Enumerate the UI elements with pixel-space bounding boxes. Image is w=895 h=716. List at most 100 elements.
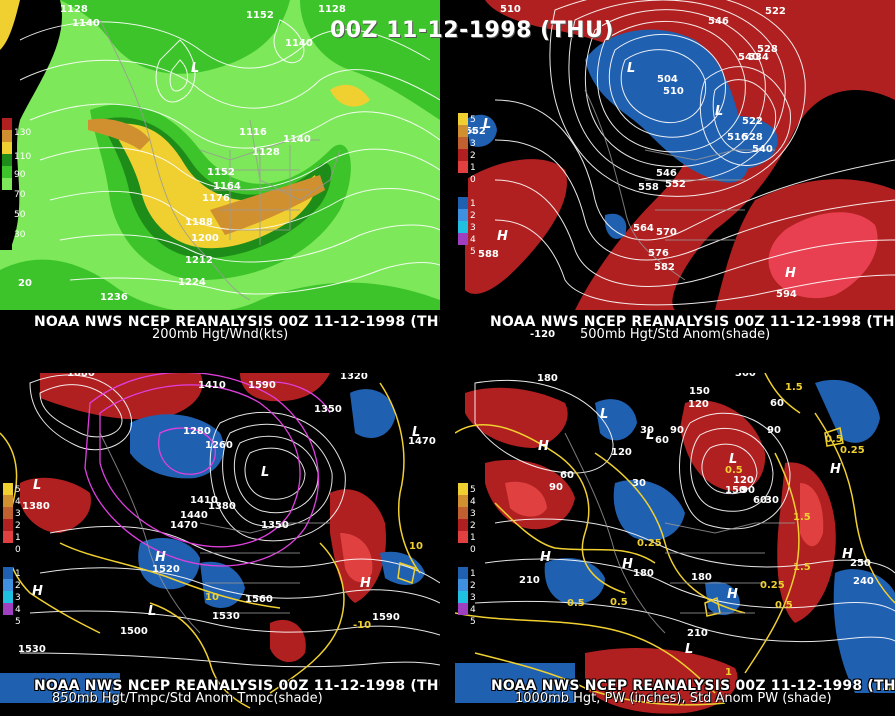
svg-text:558: 558: [638, 182, 659, 193]
svg-text:1128: 1128: [252, 147, 280, 158]
svg-text:1176: 1176: [202, 193, 230, 204]
svg-text:504: 504: [657, 74, 678, 85]
svg-text:0.25: 0.25: [637, 538, 662, 549]
legend-label: 5: [470, 247, 476, 257]
svg-text:20: 20: [18, 278, 32, 289]
svg-text:210: 210: [687, 628, 708, 639]
svg-text:1470: 1470: [170, 520, 198, 531]
svg-text:0.5: 0.5: [567, 598, 585, 609]
legend-label: 1: [470, 533, 476, 543]
svg-text:60: 60: [770, 398, 784, 409]
svg-text:H: H: [497, 229, 508, 244]
svg-text:90: 90: [741, 485, 755, 496]
legend-label: 70: [14, 190, 26, 200]
svg-text:L: L: [600, 407, 608, 422]
svg-text:1350: 1350: [261, 520, 289, 531]
svg-text:576: 576: [648, 248, 669, 259]
svg-text:-120: -120: [530, 329, 555, 340]
legend-wind: [2, 118, 12, 250]
svg-text:H: H: [727, 587, 738, 602]
svg-text:240: 240: [853, 576, 874, 587]
svg-text:60: 60: [753, 495, 767, 506]
svg-text:250: 250: [850, 558, 871, 569]
svg-text:H: H: [622, 557, 633, 572]
svg-text:1152: 1152: [246, 10, 274, 21]
svg-text:546: 546: [708, 16, 729, 27]
legend-label: 5: [15, 617, 21, 627]
svg-text:528: 528: [757, 44, 778, 55]
svg-text:H: H: [538, 439, 549, 454]
legend-label: 4: [470, 605, 476, 615]
panel-field-title: 1000mb Hgt, PW (inches), Std Anom PW (sh…: [515, 691, 832, 706]
svg-text:H: H: [155, 550, 166, 565]
svg-text:516: 516: [727, 132, 748, 143]
svg-text:594: 594: [776, 289, 797, 300]
svg-text:1128: 1128: [60, 4, 88, 15]
svg-text:1140: 1140: [283, 134, 311, 145]
legend-label: 2: [15, 581, 21, 591]
svg-text:510: 510: [500, 4, 521, 15]
legend-label: 5: [470, 115, 476, 125]
svg-text:510: 510: [663, 86, 684, 97]
svg-text:-10: -10: [353, 620, 371, 631]
legend-label: 4: [470, 497, 476, 507]
svg-text:522: 522: [742, 116, 763, 127]
legend-anom-850: [3, 483, 13, 615]
svg-text:120: 120: [688, 399, 709, 410]
panel-source-title: NOAA NWS NCEP REANALYSIS 00Z 11-12-1998 …: [491, 678, 895, 694]
svg-text:546: 546: [656, 168, 677, 179]
svg-text:L: L: [646, 428, 654, 443]
legend-label: 1: [15, 569, 21, 579]
svg-text:1164: 1164: [213, 181, 241, 192]
svg-text:1350: 1350: [314, 404, 342, 415]
legend-label: 3: [470, 509, 476, 519]
panel-500mb: 510 546 522 540 528 534 504 510 522 516 528 540 …: [455, 0, 895, 345]
svg-text:1530: 1530: [212, 611, 240, 622]
svg-text:522: 522: [765, 6, 786, 17]
svg-text:L: L: [729, 452, 737, 467]
svg-text:30: 30: [765, 495, 779, 506]
svg-text:30: 30: [632, 478, 646, 489]
legend-label: 1: [15, 533, 21, 543]
svg-text:1080: 1080: [67, 373, 95, 379]
svg-text:30: 30: [640, 425, 654, 436]
legend-label: 50: [14, 210, 26, 220]
svg-text:10: 10: [409, 541, 423, 552]
svg-text:60: 60: [560, 470, 574, 481]
legend-label: 1: [470, 199, 476, 209]
panel-source-title: NOAA NWS NCEP REANALYSIS 00Z 11-12-1998 …: [34, 314, 440, 330]
legend-label: 130: [14, 128, 32, 138]
svg-text:1140: 1140: [285, 38, 313, 49]
legend-label: 110: [14, 152, 32, 162]
svg-text:180: 180: [633, 568, 654, 579]
svg-text:528: 528: [742, 132, 763, 143]
svg-text:H: H: [842, 547, 853, 562]
svg-text:0.25: 0.25: [760, 580, 785, 591]
legend-label: 0: [15, 545, 21, 555]
svg-text:552: 552: [465, 126, 486, 137]
svg-text:0.25: 0.25: [840, 445, 865, 456]
svg-text:L: L: [685, 642, 693, 657]
svg-text:1280: 1280: [183, 426, 211, 437]
legend-label: 3: [470, 223, 476, 233]
svg-text:1116: 1116: [239, 127, 267, 138]
svg-text:1128: 1128: [318, 4, 346, 15]
svg-text:0.5: 0.5: [775, 600, 793, 611]
svg-text:0.5: 0.5: [725, 465, 743, 476]
svg-text:L: L: [715, 104, 723, 119]
legend-label: 2: [470, 151, 476, 161]
svg-text:L: L: [627, 61, 635, 76]
svg-text:1560: 1560: [245, 594, 273, 605]
svg-text:1140: 1140: [72, 18, 100, 29]
svg-text:1260: 1260: [205, 440, 233, 451]
legend-label: 5: [470, 485, 476, 495]
svg-text:150: 150: [689, 386, 710, 397]
svg-text:1500: 1500: [120, 626, 148, 637]
svg-text:L: L: [483, 117, 491, 132]
svg-text:1320: 1320: [340, 373, 368, 382]
svg-text:1.5: 1.5: [793, 512, 811, 523]
svg-text:1188: 1188: [185, 217, 213, 228]
